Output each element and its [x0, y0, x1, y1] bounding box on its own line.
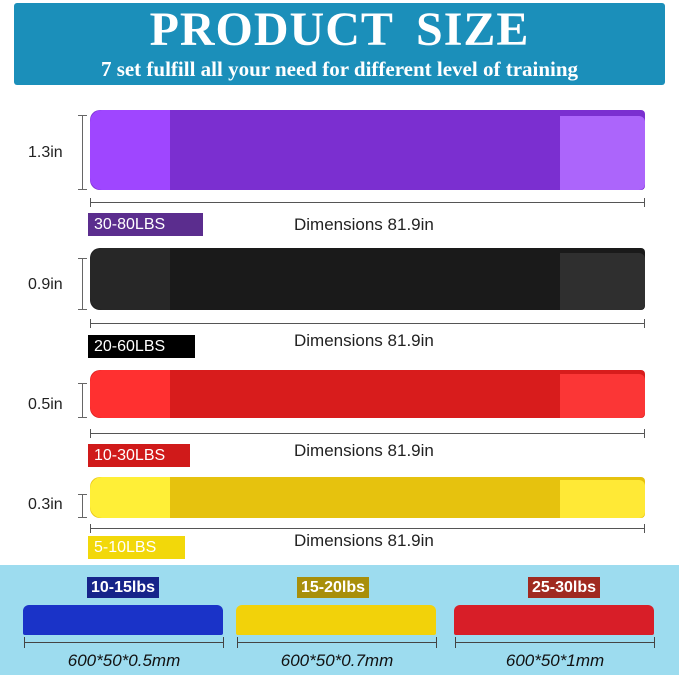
dimension-text: Dimensions 81.9in: [294, 531, 434, 550]
mini-band-blue: [23, 605, 223, 635]
mini-size-text: 600*50*1mm: [505, 651, 605, 670]
band-red: [90, 370, 645, 418]
resistance-label: 5-10LBS: [88, 536, 185, 559]
band-purple: [90, 110, 645, 190]
thickness-label: 0.5in: [28, 396, 63, 413]
mini-resistance-label: 10-15lbs: [87, 577, 160, 598]
dimension-text: Dimensions 81.9in: [294, 215, 434, 234]
mini-size-text: 600*50*0.7mm: [280, 651, 394, 670]
dimension-text: Dimensions 81.9in: [294, 331, 434, 350]
thickness-label: 0.9in: [28, 276, 63, 293]
resistance-label: 10-30LBS: [88, 444, 190, 467]
dimension-text: Dimensions 81.9in: [294, 441, 434, 460]
resistance-label: 30-80LBS: [88, 213, 203, 236]
mini-band-yellow: [236, 605, 436, 635]
band-yellow: [90, 477, 645, 518]
band-black: [90, 248, 645, 310]
mini-dimension-line: [24, 637, 224, 648]
thickness-bracket: [78, 258, 87, 310]
page-subtitle: 7 set fulfill all your need for differen…: [100, 57, 579, 81]
dimension-line: [90, 429, 645, 438]
mini-resistance-label: 15-20lbs: [297, 577, 370, 598]
thickness-bracket: [78, 494, 87, 518]
mini-resistance-label: 25-30lbs: [528, 577, 601, 598]
dimension-line: [90, 198, 645, 207]
title-banner: PRODUCT SIZE 7 set fulfill all your need…: [14, 3, 665, 85]
thickness-label: 1.3in: [28, 144, 63, 161]
mini-bands-panel: 10-15lbs 600*50*0.5mm 15-20lbs 600*50*0.…: [0, 565, 679, 675]
thickness-label: 0.3in: [28, 496, 63, 513]
dimension-line: [90, 524, 645, 533]
thickness-bracket: [78, 115, 87, 190]
thickness-bracket: [78, 383, 87, 418]
resistance-label: 20-60LBS: [88, 335, 195, 358]
mini-size-text: 600*50*0.5mm: [67, 651, 181, 670]
mini-band-red: [454, 605, 654, 635]
mini-dimension-line: [455, 637, 655, 648]
page-title: PRODUCT SIZE: [149, 3, 530, 56]
dimension-line: [90, 319, 645, 328]
mini-dimension-line: [237, 637, 437, 648]
